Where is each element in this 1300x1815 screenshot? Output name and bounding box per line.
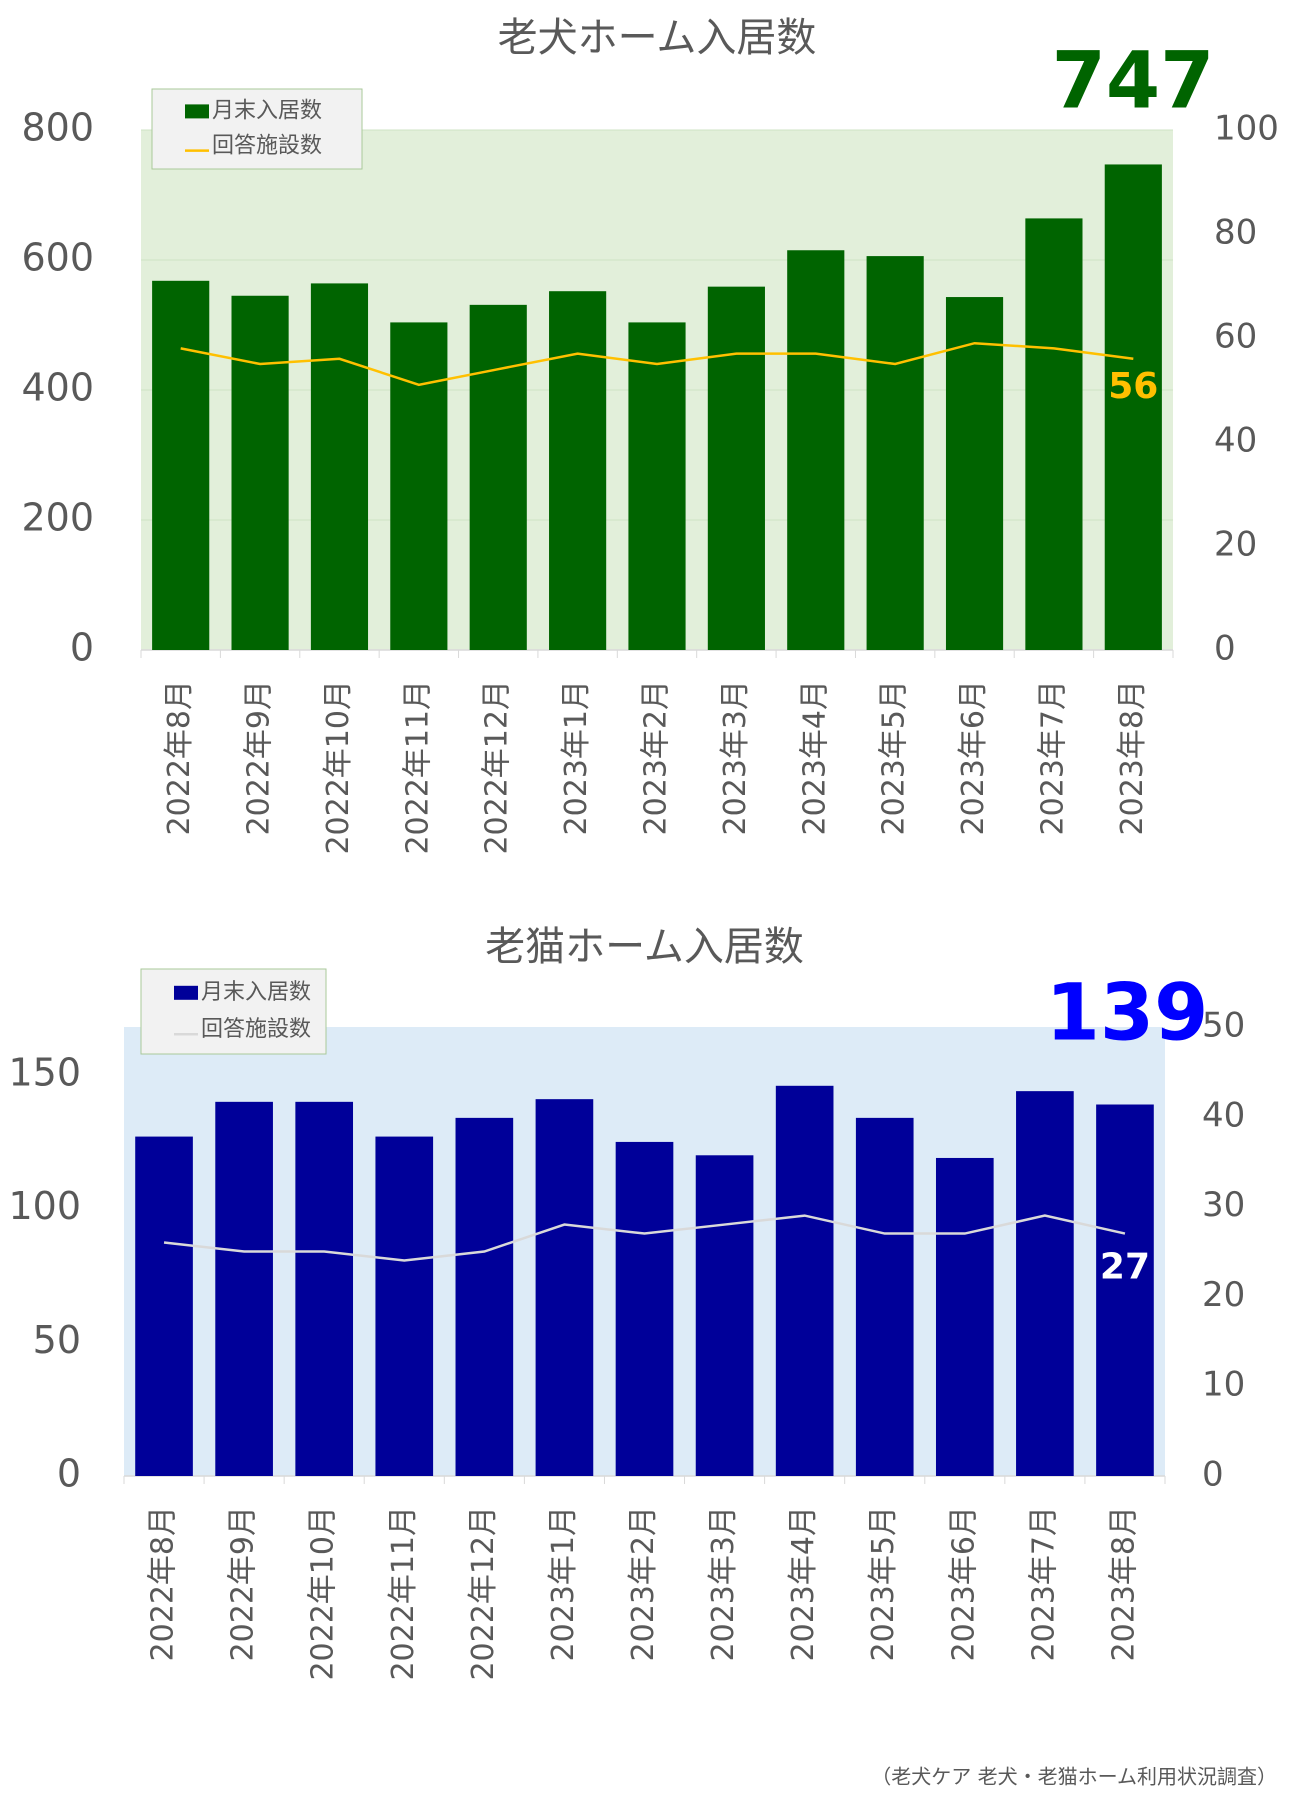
x-tick-label: 2023年7月 <box>1026 1506 1061 1661</box>
bar <box>390 322 448 650</box>
bar <box>866 256 924 650</box>
bar <box>215 1101 273 1476</box>
legend-swatch <box>174 985 198 1000</box>
legend-label: 回答施設数 <box>212 134 322 159</box>
legend-box <box>140 968 327 1055</box>
chart-title: 老猫ホーム入居数 <box>485 924 804 970</box>
legend-label: 月末入居数 <box>212 98 322 123</box>
legend-swatch <box>185 104 209 119</box>
bar <box>945 297 1004 650</box>
x-tick-label: 2023年8月 <box>1106 1506 1141 1661</box>
bar <box>135 1136 193 1476</box>
bar <box>628 322 686 650</box>
y2-tick-label: 20 <box>1202 1275 1245 1315</box>
chart-title: 老犬ホーム入居数 <box>498 15 817 61</box>
y-tick-label: 100 <box>8 1184 81 1228</box>
x-tick-label: 2023年7月 <box>1035 680 1070 835</box>
y-tick-label: 400 <box>21 366 94 410</box>
y2-tick-label: 40 <box>1202 1095 1245 1135</box>
x-tick-label: 2022年12月 <box>480 680 515 855</box>
x-tick-label: 2022年9月 <box>226 1506 261 1661</box>
line <box>180 341 1134 387</box>
bar <box>152 280 210 650</box>
x-tick-label: 2023年8月 <box>1115 680 1150 835</box>
x-tick-label: 2022年9月 <box>242 680 277 835</box>
y2-tick-label: 60 <box>1214 317 1257 357</box>
value-label: 139 <box>1046 968 1209 1058</box>
value-label: 27 <box>1100 1247 1150 1288</box>
bar <box>707 286 765 650</box>
x-tick-label: 2023年5月 <box>866 1506 901 1661</box>
x-tick-label: 2023年5月 <box>877 680 912 835</box>
y2-tick-label: 0 <box>1214 629 1236 669</box>
x-tick-label: 2022年12月 <box>466 1506 501 1681</box>
x-tick-label: 2022年11月 <box>400 680 435 855</box>
bar <box>535 1099 594 1476</box>
bar <box>375 1136 434 1476</box>
x-tick-label: 2023年1月 <box>559 680 594 835</box>
x-tick-label: 2022年8月 <box>162 680 197 835</box>
x-tick-label: 2023年2月 <box>626 1506 661 1661</box>
y-tick-label: 0 <box>70 626 94 670</box>
bar <box>231 295 289 650</box>
x-tick-label: 2023年2月 <box>639 680 674 835</box>
bar <box>455 1117 514 1476</box>
line <box>163 1214 1126 1262</box>
bar <box>549 291 607 650</box>
x-tick-label: 2023年6月 <box>946 1506 981 1661</box>
x-tick-label: 2023年1月 <box>546 1506 581 1661</box>
value-label: 56 <box>1108 366 1158 407</box>
y-tick-label: 600 <box>21 236 94 280</box>
y-tick-label: 800 <box>21 106 94 150</box>
x-tick-label: 2023年3月 <box>718 680 753 835</box>
bar <box>1016 1091 1074 1476</box>
bar <box>1096 1104 1154 1476</box>
bar <box>855 1117 914 1476</box>
bar <box>310 283 369 650</box>
legend-label: 月末入居数 <box>201 980 311 1005</box>
legend-label: 回答施設数 <box>201 1017 311 1042</box>
bar <box>295 1101 354 1476</box>
bar <box>695 1155 754 1476</box>
y2-tick-label: 50 <box>1202 1006 1245 1046</box>
x-tick-label: 2022年8月 <box>146 1506 181 1661</box>
y2-tick-label: 40 <box>1214 421 1257 461</box>
x-tick-label: 2023年3月 <box>706 1506 741 1661</box>
footnote: （老犬ケア 老犬・老猫ホーム利用状況調査） <box>871 1765 1277 1789</box>
y2-tick-label: 0 <box>1202 1455 1224 1495</box>
bar <box>775 1085 834 1476</box>
y2-tick-label: 10 <box>1202 1365 1245 1405</box>
y-tick-label: 200 <box>21 496 94 540</box>
y2-tick-label: 100 <box>1214 109 1279 149</box>
y2-tick-label: 80 <box>1214 213 1257 253</box>
bar <box>787 250 845 650</box>
bar <box>1025 218 1083 650</box>
y-tick-label: 50 <box>33 1318 81 1362</box>
value-label: 747 <box>1052 36 1215 126</box>
y-tick-label: 0 <box>57 1452 81 1496</box>
x-tick-label: 2023年6月 <box>956 680 991 835</box>
x-tick-label: 2022年10月 <box>321 680 356 855</box>
bar <box>935 1157 994 1476</box>
legend-box <box>151 88 363 170</box>
y-tick-label: 150 <box>8 1051 81 1095</box>
x-tick-label: 2023年4月 <box>797 680 832 835</box>
bar <box>1104 164 1162 650</box>
y2-tick-label: 30 <box>1202 1185 1245 1225</box>
x-tick-label: 2022年11月 <box>386 1506 421 1681</box>
bar <box>469 304 527 650</box>
x-tick-label: 2022年10月 <box>306 1506 341 1681</box>
bar <box>615 1141 674 1476</box>
y2-tick-label: 20 <box>1214 525 1257 565</box>
x-tick-label: 2023年4月 <box>786 1506 821 1661</box>
